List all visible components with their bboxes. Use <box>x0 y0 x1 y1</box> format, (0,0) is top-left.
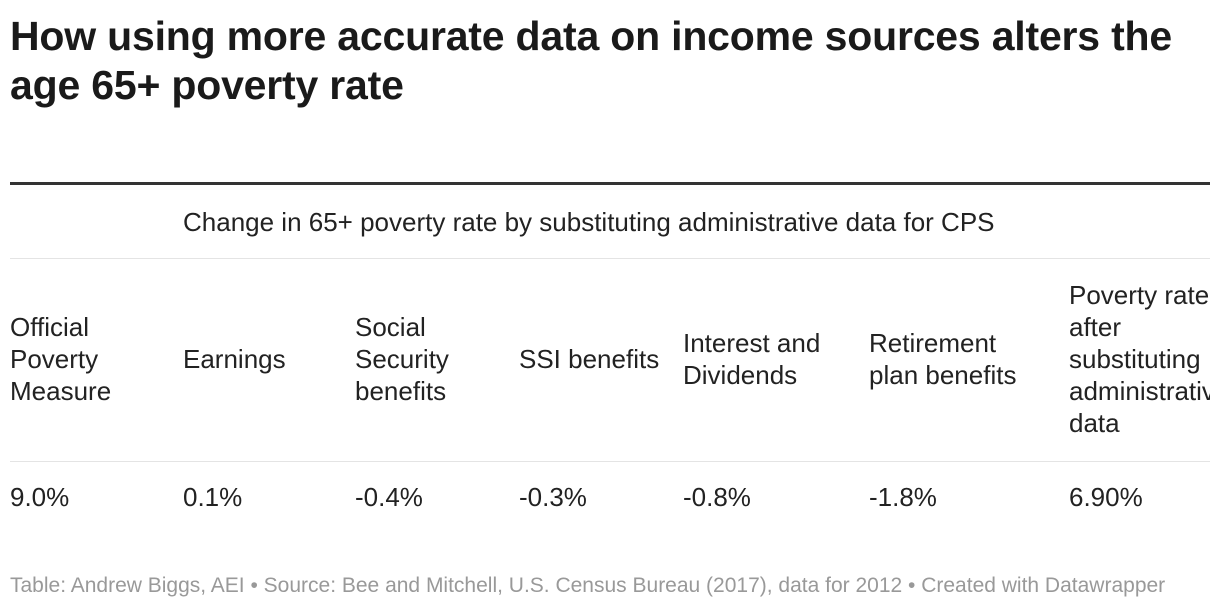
column-group-header: Change in 65+ poverty rate by substituti… <box>183 207 995 237</box>
cell-official-poverty-measure: 9.0% <box>10 482 70 512</box>
cell-retirement-plan: -1.8% <box>869 482 937 512</box>
cell-poverty-rate-after: 6.90% <box>1069 482 1143 512</box>
cell-interest-dividends: -0.8% <box>683 482 751 512</box>
data-table: Official Poverty Measure Earnings Social… <box>0 259 1210 559</box>
column-header-official-poverty-measure: Official Poverty Measure <box>10 312 112 406</box>
column-header-interest-dividends: Interest and Dividends <box>683 328 821 390</box>
column-header-earnings: Earnings <box>183 344 286 374</box>
column-header-retirement-plan: Retirement plan benefits <box>869 328 1017 390</box>
source-footer: Table: Andrew Biggs, AEI • Source: Bee a… <box>10 574 1166 597</box>
column-header-ssi-benefits: SSI benefits <box>519 344 660 374</box>
header-divider <box>10 258 1210 259</box>
column-header-poverty-rate-after: Poverty rate after substituting administ… <box>1069 280 1210 438</box>
top-divider <box>10 182 1210 185</box>
cell-social-security: -0.4% <box>355 482 423 512</box>
row-divider <box>10 461 1210 462</box>
cell-ssi-benefits: -0.3% <box>519 482 587 512</box>
column-header-social-security: Social Security benefits <box>355 312 449 406</box>
chart-title: How using more accurate data on income s… <box>10 13 1173 108</box>
cell-earnings: 0.1% <box>183 482 243 512</box>
